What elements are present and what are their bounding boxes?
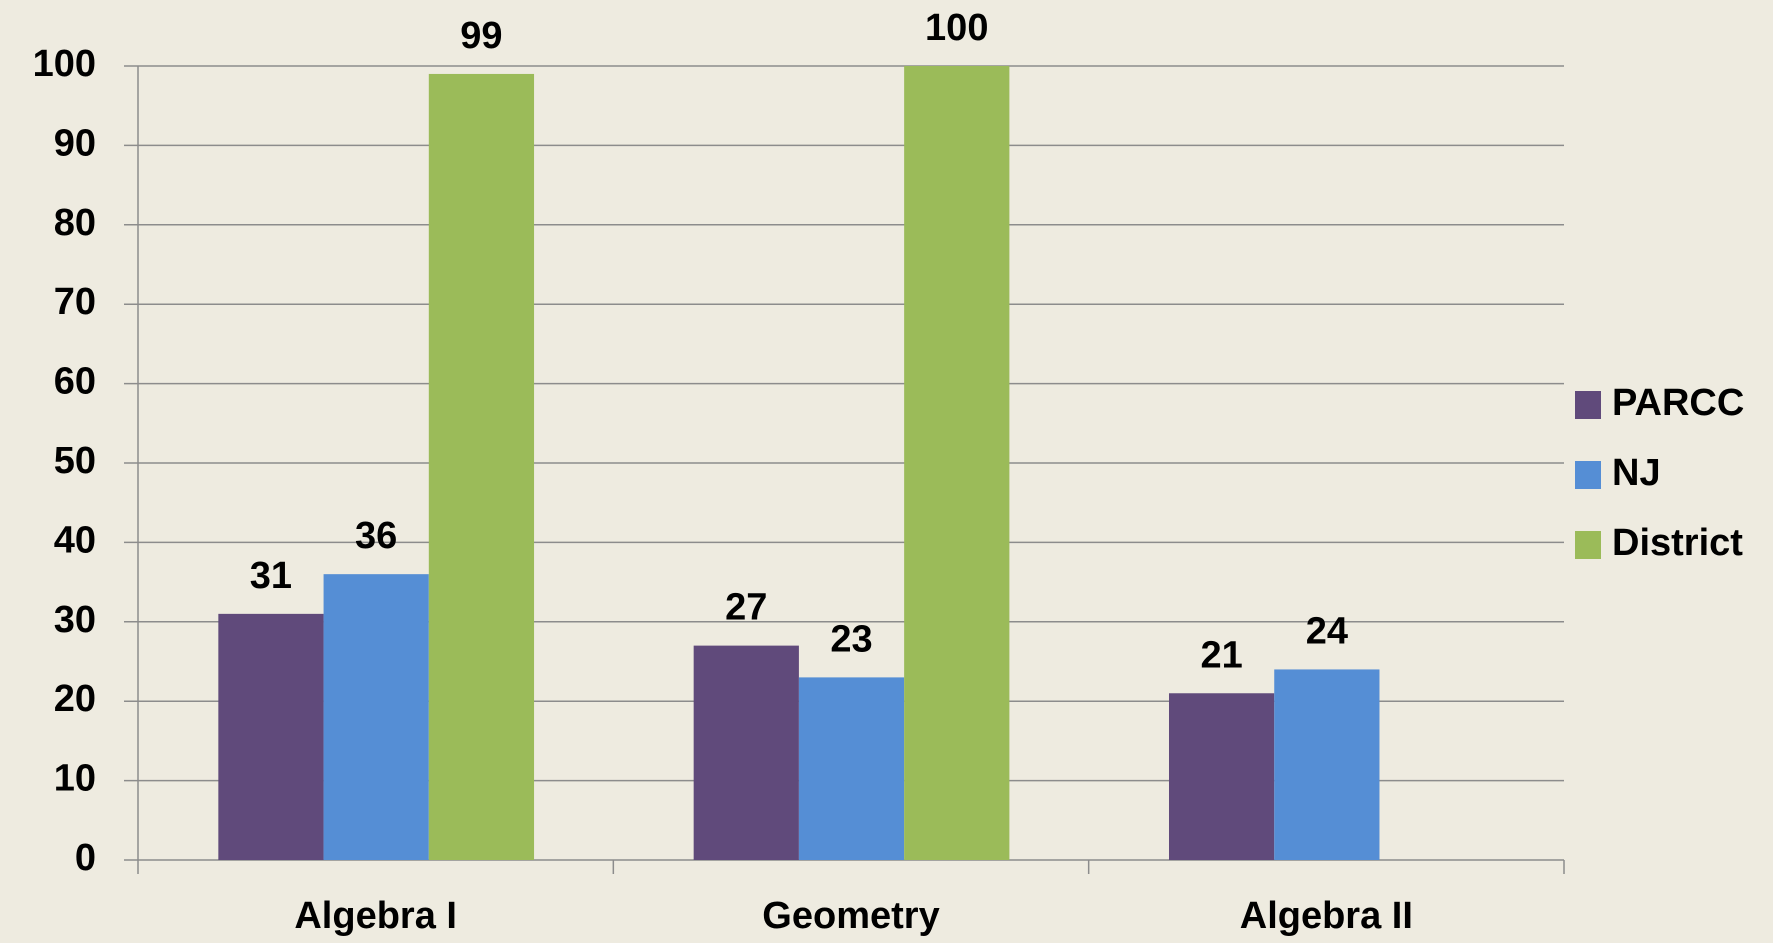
bar — [904, 66, 1010, 860]
x-tick-label: Algebra I — [294, 895, 457, 937]
y-tick-label: 40 — [54, 519, 96, 561]
y-tick-label: 70 — [54, 281, 96, 323]
data-label: 36 — [355, 515, 397, 557]
data-label: 24 — [1306, 610, 1348, 652]
legend-label: PARCC — [1612, 382, 1744, 424]
bar — [1274, 669, 1380, 860]
y-tick-label: 0 — [75, 837, 96, 879]
y-tick-label: 90 — [54, 122, 96, 164]
legend-swatch — [1575, 531, 1601, 559]
bar — [1168, 693, 1275, 860]
data-label: 27 — [725, 587, 767, 629]
legend-label: NJ — [1612, 452, 1661, 494]
legend-swatch — [1575, 461, 1601, 489]
y-tick-label: 10 — [54, 758, 96, 800]
x-tick-label: Geometry — [762, 895, 939, 937]
y-tick-label: 100 — [33, 43, 96, 85]
y-tick-label: 50 — [54, 440, 96, 482]
data-label: 23 — [830, 618, 872, 660]
data-label: 99 — [460, 15, 502, 57]
data-label: 21 — [1200, 634, 1242, 676]
data-label: 31 — [250, 555, 292, 597]
bar — [428, 73, 535, 860]
y-tick-label: 60 — [54, 361, 96, 403]
bar — [218, 613, 324, 860]
y-tick-label: 20 — [54, 678, 96, 720]
x-tick-label: Algebra II — [1240, 895, 1413, 937]
bar — [693, 645, 799, 860]
y-tick-label: 30 — [54, 599, 96, 641]
legend-swatch — [1575, 391, 1601, 419]
y-tick-label: 80 — [54, 202, 96, 244]
legend-label: District — [1612, 522, 1743, 564]
bar — [798, 677, 905, 860]
data-label: 100 — [925, 7, 988, 49]
bar — [323, 574, 429, 860]
